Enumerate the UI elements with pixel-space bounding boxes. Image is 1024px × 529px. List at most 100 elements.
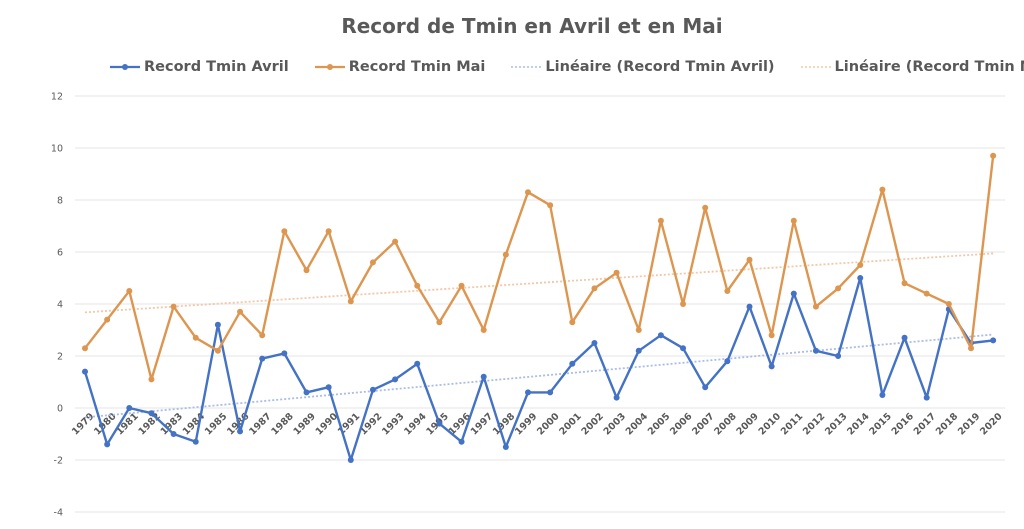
x-tick-label: 2010 (757, 411, 784, 438)
data-point (392, 376, 399, 383)
data-point (126, 405, 133, 411)
x-tick-label: 2011 (779, 411, 805, 437)
data-point (170, 303, 177, 310)
data-point (680, 301, 687, 307)
y-tick-label: 4 (57, 300, 63, 311)
x-tick-label: 2007 (690, 411, 716, 437)
data-point (126, 288, 133, 294)
data-point (502, 251, 509, 258)
data-point (525, 189, 531, 196)
chart-legend: Record Tmin Avril Record Tmin Mai Linéai… (110, 57, 1024, 77)
data-point (303, 267, 310, 274)
legend-item-mai: Record Tmin Mai (314, 59, 486, 75)
data-point (414, 360, 421, 367)
legend-label-avril: Record Tmin Avril (144, 59, 289, 75)
data-point (879, 186, 886, 193)
data-point (990, 337, 997, 344)
legend-item-avril: Record Tmin Avril (110, 59, 289, 75)
x-tick-label: 2020 (978, 411, 1005, 438)
x-tick-label: 1994 (402, 411, 429, 438)
x-tick-label: 2009 (734, 411, 760, 437)
data-point (812, 303, 819, 310)
x-tick-label: 2018 (934, 411, 961, 438)
legend-marker-avril (110, 64, 140, 70)
data-point (680, 345, 687, 352)
data-point (303, 389, 310, 396)
data-point (591, 340, 598, 346)
data-point (790, 290, 797, 297)
data-point (237, 308, 244, 315)
x-tick-label: 1987 (247, 411, 273, 437)
x-tick-label: 2015 (867, 411, 893, 437)
data-point (347, 298, 354, 305)
data-point (724, 288, 731, 294)
data-point (835, 285, 842, 292)
x-tick-label: 2004 (624, 411, 651, 438)
data-point (192, 334, 199, 341)
data-point (392, 238, 399, 245)
x-tick-label: 1984 (181, 411, 208, 438)
data-point (259, 332, 266, 339)
x-tick-label: 1999 (513, 411, 539, 437)
x-tick-label: 2000 (535, 411, 562, 438)
legend-item-trend-mai: Linéaire (Record Tmin Mai) (800, 59, 1024, 75)
data-point (214, 347, 221, 354)
data-point (170, 431, 177, 437)
y-tick-label: 6 (57, 248, 63, 259)
data-point (214, 321, 221, 328)
data-point (901, 280, 908, 287)
data-point (502, 444, 509, 450)
legend-item-trend-avril: Linéaire (Record Tmin Avril) (511, 59, 775, 75)
y-axis: -4 -2 0 2 4 6 8 10 12 (51, 92, 63, 519)
x-tick-label: 2003 (602, 411, 628, 437)
x-tick-label: 1993 (380, 411, 406, 437)
x-tick-label: 2019 (956, 411, 982, 437)
data-point (569, 319, 576, 326)
data-point (768, 363, 775, 370)
data-point (857, 262, 864, 268)
data-point (192, 438, 199, 445)
data-point (325, 228, 332, 235)
data-point (369, 386, 376, 393)
data-point (281, 228, 288, 235)
data-point (613, 394, 620, 401)
data-point (104, 441, 111, 448)
data-point (835, 353, 842, 359)
legend-label-mai: Record Tmin Mai (348, 59, 486, 75)
legend-marker-trend-avril (511, 66, 542, 68)
data-point (82, 368, 88, 375)
data-point (657, 332, 664, 339)
y-tick-label: 8 (57, 196, 63, 207)
data-point (901, 334, 908, 341)
x-tick-label: 1985 (203, 411, 229, 437)
data-point (945, 301, 952, 307)
data-point (325, 384, 332, 391)
data-point (436, 420, 443, 427)
data-point (657, 217, 664, 224)
x-tick-label: 2017 (912, 411, 938, 437)
data-point (237, 428, 244, 435)
x-tick-label: 2002 (579, 411, 605, 437)
x-tick-label: 1988 (269, 411, 296, 438)
data-point (148, 410, 155, 417)
chart-title: Record de Tmin en Avril et en Mai (341, 14, 723, 38)
y-tick-label: -4 (54, 508, 63, 519)
x-tick-label: 2008 (712, 411, 739, 438)
data-point (104, 316, 111, 323)
x-tick-label: 2001 (557, 411, 583, 437)
data-point (990, 152, 997, 159)
data-point (480, 373, 487, 380)
legend-label-trend-mai: Linéaire (Record Tmin Mai) (834, 59, 1024, 75)
data-point (724, 358, 731, 365)
data-point (82, 345, 88, 352)
legend-marker-trend-mai (800, 66, 831, 68)
series-line (83, 276, 994, 462)
data-point (702, 204, 709, 211)
data-point (458, 282, 465, 289)
data-point (259, 355, 266, 362)
legend-label-trend-avril: Linéaire (Record Tmin Avril) (545, 59, 775, 75)
data-point (746, 256, 753, 263)
x-tick-label: 2006 (668, 411, 695, 438)
data-point (414, 282, 421, 289)
data-point (458, 438, 465, 445)
